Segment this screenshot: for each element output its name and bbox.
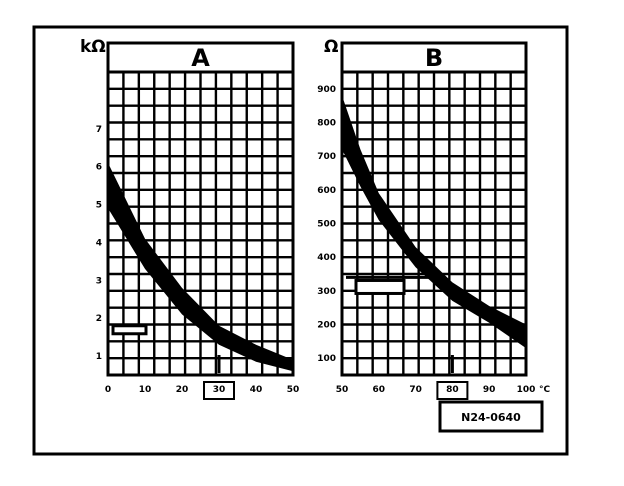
x-tick-label: 50 (336, 385, 349, 395)
panel-title: B (425, 44, 443, 72)
x-tick-label: 60 (373, 385, 386, 395)
panel-a: AkΩ 1 2 3 4 5 6 7 0 10 20 30 40 50 (80, 37, 300, 400)
y-tick-label: 500 (317, 220, 336, 230)
ohm-marker (111, 324, 148, 336)
y-tick-label: 400 (317, 253, 336, 263)
x-tick-label: 30 (213, 385, 226, 395)
y-tick-label: 900 (317, 85, 336, 95)
figure-code-box (438, 400, 544, 433)
x-tick-label: 20 (176, 385, 189, 395)
y-tick-label: 6 (96, 163, 102, 173)
series-band (108, 162, 293, 372)
y-axis-unit: kΩ (80, 37, 106, 57)
x-tick-label: 0 (105, 385, 111, 395)
y-tick-label: 2 (96, 314, 102, 324)
y-tick-label: 200 (317, 321, 336, 331)
y-tick-label: 700 (317, 152, 336, 162)
x-tick-label: 90 (483, 385, 496, 395)
y-tick-label: 800 (317, 119, 336, 129)
y-tick-label: 5 (96, 201, 102, 211)
x-tick-highlight-box (436, 381, 469, 400)
ohm-marker (354, 278, 406, 295)
panel-b: B Ω 100 200 300 400 500 600 700 800 900 50 60 70 80 90 1… (317, 37, 551, 400)
x-tick-label: 80 (446, 385, 459, 395)
y-tick-label: 300 (317, 287, 336, 297)
y-tick-label: 7 (96, 125, 102, 135)
figure-code: N24-0640 (461, 411, 521, 424)
y-tick-label: 1 (96, 352, 102, 362)
x-tick-label: 10 (139, 385, 152, 395)
panel-title: A (191, 44, 210, 72)
y-axis-unit: Ω (324, 37, 338, 57)
x-tick-label: 50 (287, 385, 300, 395)
series-band (342, 95, 526, 349)
y-tick-label: 100 (317, 354, 336, 364)
y-tick-label: 4 (96, 238, 102, 248)
y-tick-label: 600 (317, 186, 336, 196)
x-axis-unit: °C (539, 385, 551, 395)
x-tick-label: 70 (409, 385, 422, 395)
y-tick-label: 3 (96, 276, 102, 286)
x-tick-label: 40 (250, 385, 263, 395)
x-tick-highlight-box (203, 381, 235, 400)
x-tick-label: 100 (517, 385, 536, 395)
